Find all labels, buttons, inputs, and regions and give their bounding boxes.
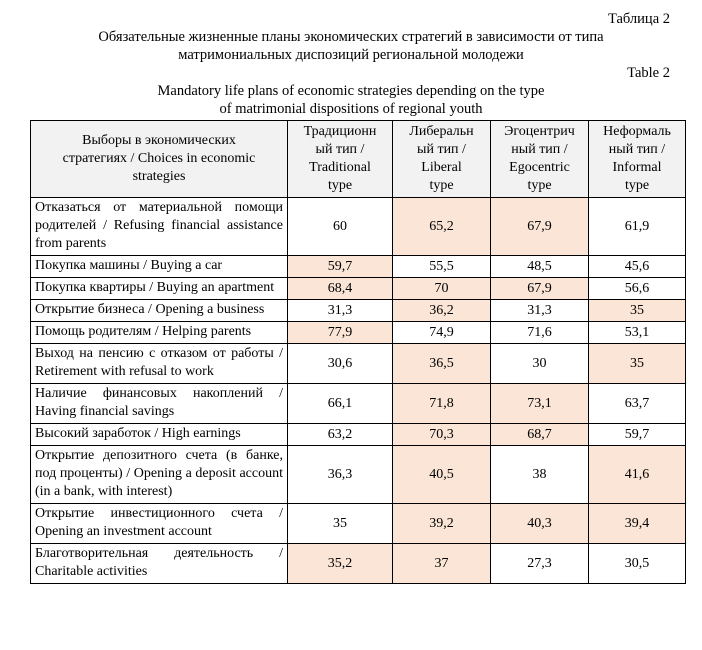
value-cell: 31,3 [287,299,393,322]
table-title-en: Mandatory life plans of economic strateg… [0,82,702,118]
value-cell: 36,2 [392,299,491,322]
row-label: Помощь родителям / Helping parents [30,321,288,344]
row-label: Выход на пенсию с отказом от работы / Re… [30,343,288,384]
table-title-en-line1: Mandatory life plans of economic strateg… [157,83,545,99]
row-label: Открытие депозитного счета (в банке, под… [30,445,288,504]
table-title-ru-line2: матримониальных диспозиций региональной … [178,47,524,63]
value-cell: 70,3 [392,423,491,446]
value-cell: 36,3 [287,445,393,504]
row-label: Покупка квартиры / Buying an apartment [30,277,288,300]
row-label: Наличие финансовых накоплений / Having f… [30,383,288,424]
row-label: Высокий заработок / High earnings [30,423,288,446]
table-number-ru: Таблица 2 [607,11,670,27]
value-cell: 70 [392,277,491,300]
table-title-en-line2: of matrimonial dispositions of regional … [219,101,483,117]
value-cell: 48,5 [490,255,589,278]
column-header-traditional: Традиционн ый тип / Traditional type [287,120,393,198]
value-cell: 67,9 [490,277,589,300]
table-row: Помощь родителям / Helping parents 77,9 … [30,321,686,344]
value-cell: 66,1 [287,383,393,424]
value-cell: 39,2 [392,503,491,544]
table-row: Покупка машины / Buying a car 59,7 55,5 … [30,255,686,278]
value-cell: 60 [287,197,393,256]
value-cell: 71,8 [392,383,491,424]
table-row: Высокий заработок / High earnings 63,2 7… [30,423,686,446]
table-row: Отказаться от материальной помощи родите… [30,197,686,256]
value-cell: 30,5 [588,543,686,584]
column-header-egocentric: Эгоцентрич ный тип / Egocentric type [490,120,589,198]
value-cell: 67,9 [490,197,589,256]
value-cell: 55,5 [392,255,491,278]
row-label: Благотворительная деятельность / Charita… [30,543,288,584]
row-label: Открытие инвестиционного счета / Opening… [30,503,288,544]
value-cell: 30 [490,343,589,384]
table-row: Выход на пенсию с отказом от работы / Re… [30,343,686,384]
value-cell: 77,9 [287,321,393,344]
value-cell: 56,6 [588,277,686,300]
value-cell: 30,6 [287,343,393,384]
table-title-ru-line1: Обязательные жизненные планы экономическ… [98,29,604,45]
value-cell: 53,1 [588,321,686,344]
column-header-informal: Неформаль ный тип / Informal type [588,120,686,198]
value-cell: 68,4 [287,277,393,300]
table-row: Покупка квартиры / Buying an apartment 6… [30,277,686,300]
value-cell: 27,3 [490,543,589,584]
value-cell: 35 [287,503,393,544]
row-label: Покупка машины / Buying a car [30,255,288,278]
table-row: Благотворительная деятельность / Charita… [30,543,686,584]
value-cell: 40,3 [490,503,589,544]
value-cell: 59,7 [588,423,686,446]
value-cell: 45,6 [588,255,686,278]
table-row: Открытие инвестиционного счета / Opening… [30,503,686,544]
column-header-liberal: Либеральн ый тип / Liberal type [392,120,491,198]
value-cell: 74,9 [392,321,491,344]
value-cell: 63,7 [588,383,686,424]
value-cell: 38 [490,445,589,504]
value-cell: 68,7 [490,423,589,446]
value-cell: 71,6 [490,321,589,344]
value-cell: 39,4 [588,503,686,544]
header-row: Выборы в экономических стратегиях / Choi… [30,120,686,198]
value-cell: 41,6 [588,445,686,504]
value-cell: 35,2 [287,543,393,584]
value-cell: 40,5 [392,445,491,504]
table-row: Наличие финансовых накоплений / Having f… [30,383,686,424]
value-cell: 63,2 [287,423,393,446]
value-cell: 35 [588,299,686,322]
value-cell: 35 [588,343,686,384]
row-label: Отказаться от материальной помощи родите… [30,197,288,256]
column-header-choices: Выборы в экономических стратегиях / Choi… [30,120,288,198]
table-title-ru: Обязательные жизненные планы экономическ… [0,28,702,64]
value-cell: 73,1 [490,383,589,424]
value-cell: 37 [392,543,491,584]
value-cell: 65,2 [392,197,491,256]
row-label: Открытие бизнеса / Opening a business [30,299,288,322]
value-cell: 59,7 [287,255,393,278]
strategies-table: Выборы в экономических стратегиях / Choi… [30,120,686,584]
table-row: Открытие бизнеса / Opening a business 31… [30,299,686,322]
value-cell: 36,5 [392,343,491,384]
table-row: Открытие депозитного счета (в банке, под… [30,445,686,504]
table-number-en: Table 2 [627,65,670,81]
value-cell: 61,9 [588,197,686,256]
value-cell: 31,3 [490,299,589,322]
